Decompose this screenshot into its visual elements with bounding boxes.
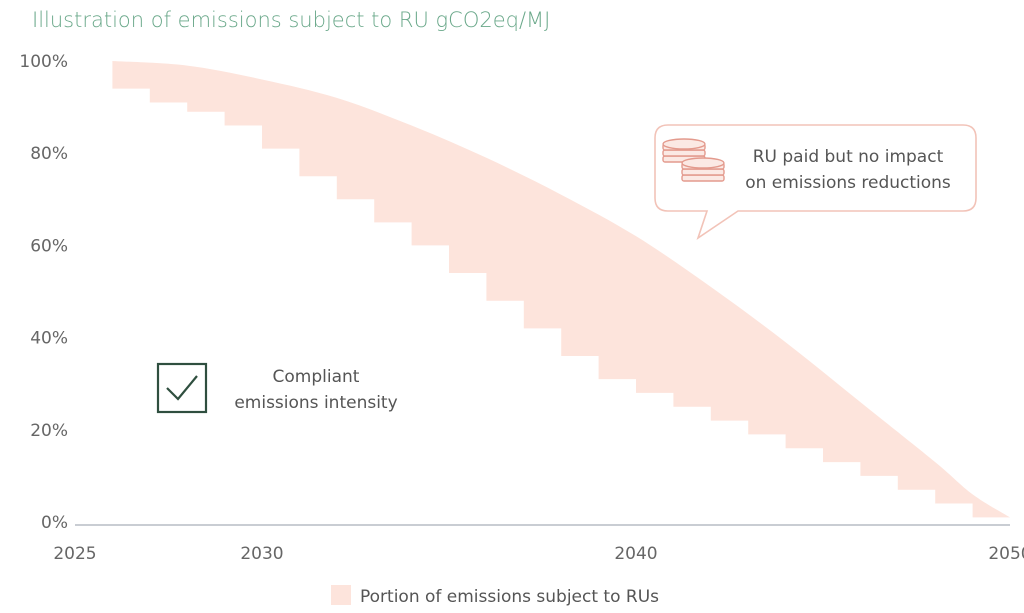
legend: Portion of emissions subject to RUs [331,585,659,607]
legend-swatch [331,585,351,605]
checkbox-icon [156,362,208,414]
y-tick-label: 20% [30,421,68,441]
y-tick-label: 100% [19,52,68,72]
y-axis: 0% 20% 40% 60% 80% 100% [19,52,68,533]
x-tick-label: 2030 [240,544,283,564]
y-tick-label: 40% [30,329,68,349]
compliant-label-line-2: emissions intensity [234,393,397,413]
x-tick-label: 2050 [988,544,1024,564]
compliant-label-line-1: Compliant [273,367,360,387]
ru-paid-callout: RU paid but no impact on emissions reduc… [654,124,977,240]
chart-title: Illustration of emissions subject to RU … [32,8,550,32]
rus-portion-band [112,61,1010,518]
coins-icon [662,138,725,182]
checkmark-icon [166,375,198,401]
compliant-annotation: Compliant emissions intensity [156,362,398,414]
ru-paid-label-line-2: on emissions reductions [745,173,951,193]
ru-paid-label-line-1: RU paid but no impact [753,147,944,167]
y-tick-label: 80% [30,144,68,164]
y-tick-label: 0% [41,513,68,533]
rus-portion-band-layer [112,61,1010,518]
speech-bubble [654,124,977,240]
x-tick-label: 2025 [53,544,96,564]
x-tick-label: 2040 [614,544,657,564]
legend-label: Portion of emissions subject to RUs [360,587,659,607]
y-tick-label: 60% [30,236,68,256]
x-axis: 2025 2030 2040 2050 [53,524,1024,564]
